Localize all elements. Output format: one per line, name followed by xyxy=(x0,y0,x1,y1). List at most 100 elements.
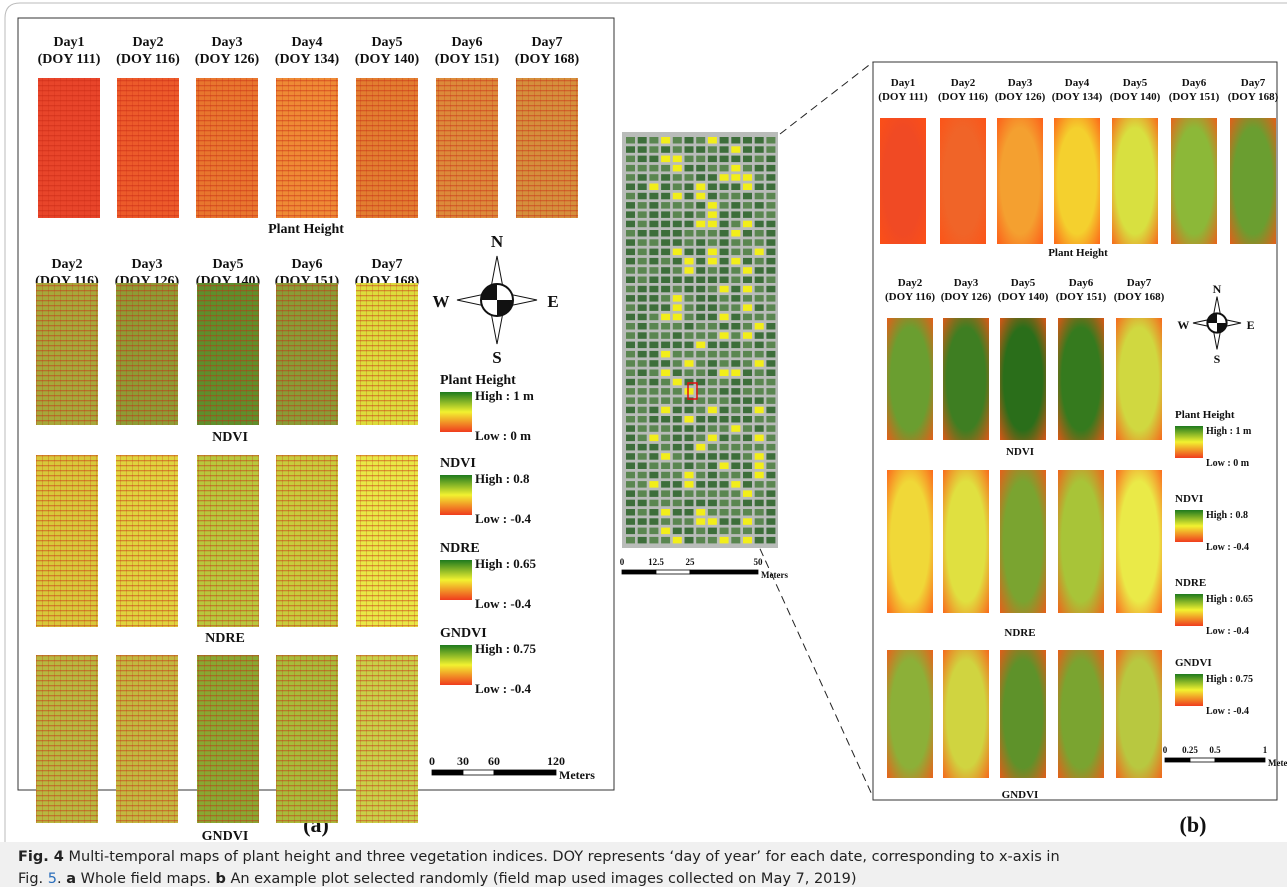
field-plot xyxy=(696,304,705,311)
field-plot xyxy=(638,518,647,525)
field-plot xyxy=(696,453,705,460)
field-plot xyxy=(720,518,729,525)
field-plot xyxy=(661,425,670,432)
field-plot xyxy=(696,481,705,488)
scale-segment xyxy=(622,570,656,574)
field-plot xyxy=(649,165,658,172)
field-plot xyxy=(755,453,764,460)
field-plot xyxy=(638,323,647,330)
field-plot xyxy=(685,351,694,358)
field-plot xyxy=(685,156,694,163)
scale-segment xyxy=(463,770,494,775)
field-plot xyxy=(755,202,764,209)
field-plot xyxy=(766,351,775,358)
field-plot xyxy=(731,351,740,358)
field-plot xyxy=(673,304,682,311)
field-plot xyxy=(673,500,682,507)
field-plot xyxy=(731,342,740,349)
field-plot xyxy=(696,146,705,153)
field-plot xyxy=(696,416,705,423)
field-plot xyxy=(626,239,635,246)
field-plot xyxy=(649,360,658,367)
field-plot xyxy=(626,230,635,237)
field-plot xyxy=(743,286,752,293)
field-plot xyxy=(755,472,764,479)
field-plot xyxy=(766,202,775,209)
field-plot xyxy=(673,174,682,181)
field-plot xyxy=(638,370,647,377)
legend-title: GNDVI xyxy=(1175,657,1212,669)
field-plot xyxy=(696,444,705,451)
field-plot xyxy=(661,221,670,228)
field-plot xyxy=(720,397,729,404)
field-plot xyxy=(696,351,705,358)
field-plot xyxy=(755,137,764,144)
field-plot xyxy=(661,528,670,535)
field-plot xyxy=(673,435,682,442)
field-plot xyxy=(731,314,740,321)
field-plot xyxy=(731,481,740,488)
caption-link[interactable]: 5 xyxy=(48,871,57,887)
field-plot xyxy=(755,500,764,507)
field-plot xyxy=(766,304,775,311)
field-plot xyxy=(731,202,740,209)
scale-segment xyxy=(1215,758,1265,762)
field-plot xyxy=(766,425,775,432)
legend-low: Low : -0.4 xyxy=(1206,542,1249,553)
field-plot xyxy=(638,211,647,218)
legend-high: High : 0.8 xyxy=(475,471,530,486)
map-texture xyxy=(36,655,98,823)
legend-high: High : 0.75 xyxy=(475,641,537,656)
field-plot xyxy=(766,509,775,516)
legend-ramp xyxy=(440,560,472,600)
field-plot xyxy=(626,165,635,172)
scale-unit: Meters xyxy=(761,570,788,580)
field-plot xyxy=(755,239,764,246)
field-plot xyxy=(731,397,740,404)
field-plot xyxy=(649,146,658,153)
field-plot xyxy=(766,267,775,274)
compass-label: E xyxy=(547,292,558,311)
doy-label: (DOY 140) xyxy=(1110,91,1161,103)
date-label: Day2 xyxy=(898,277,923,289)
field-plot xyxy=(673,230,682,237)
field-plot xyxy=(743,267,752,274)
scale-label: 30 xyxy=(457,754,469,768)
field-plot xyxy=(626,472,635,479)
field-plot xyxy=(755,407,764,414)
field-plot xyxy=(743,230,752,237)
field-plot xyxy=(696,425,705,432)
field-plot xyxy=(626,332,635,339)
field-plot xyxy=(661,500,670,507)
legend-ramp xyxy=(1175,510,1203,542)
field-plot xyxy=(638,509,647,516)
field-plot xyxy=(626,528,635,535)
field-plot xyxy=(720,137,729,144)
field-plot xyxy=(708,463,717,470)
date-label: Day7 xyxy=(371,257,402,272)
field-plot xyxy=(661,202,670,209)
field-plot xyxy=(696,267,705,274)
field-plot xyxy=(673,323,682,330)
field-plot xyxy=(649,444,658,451)
field-plot xyxy=(673,258,682,265)
field-plot xyxy=(649,249,658,256)
field-plot xyxy=(638,184,647,191)
field-plot xyxy=(755,397,764,404)
field-plot xyxy=(673,342,682,349)
field-plot xyxy=(766,277,775,284)
field-plot xyxy=(626,425,635,432)
field-plot xyxy=(720,295,729,302)
field-plot xyxy=(755,379,764,386)
field-plot xyxy=(696,463,705,470)
field-plot xyxy=(720,425,729,432)
field-plot xyxy=(649,416,658,423)
field-plot xyxy=(755,267,764,274)
field-plot xyxy=(638,528,647,535)
field-plot xyxy=(685,416,694,423)
field-plot xyxy=(708,370,717,377)
field-plot xyxy=(696,518,705,525)
field-plot xyxy=(685,537,694,544)
field-plot xyxy=(755,258,764,265)
field-plot xyxy=(731,267,740,274)
